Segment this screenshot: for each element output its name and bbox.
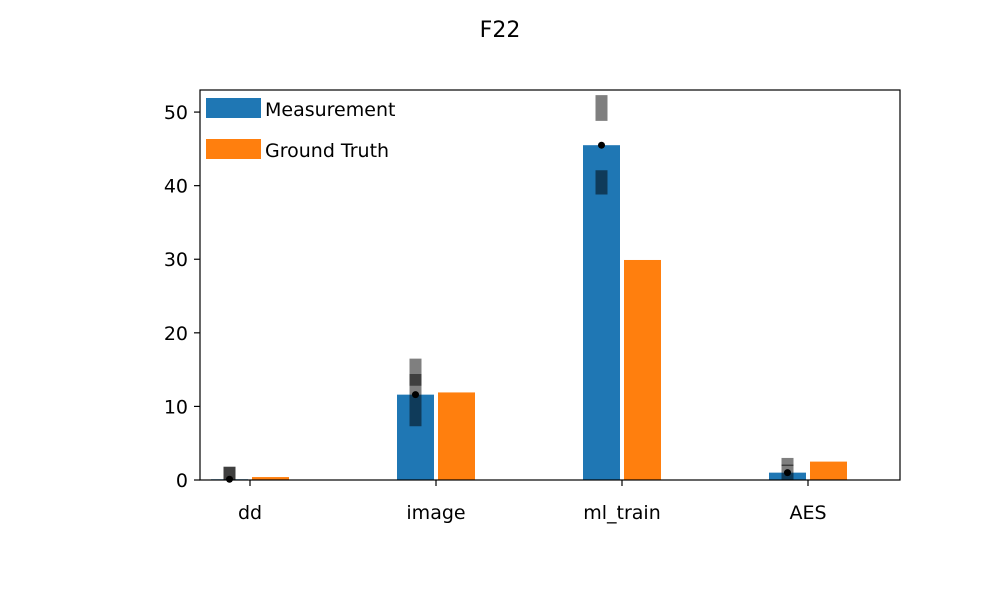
chart-title: F22 [480, 18, 521, 43]
x-tick-label-aes: AES [789, 502, 826, 524]
legend-label-ground-truth: Ground Truth [265, 140, 389, 162]
error-bars-layer [223, 95, 794, 483]
bar-ground-truth-ml-train [624, 259, 661, 480]
bar-ground-truth-image [438, 392, 475, 480]
y-tick-label-20: 20 [164, 323, 188, 345]
x-tick-label-image: image [406, 502, 465, 524]
error-bar-median-image [412, 391, 419, 399]
legend-label-measurement: Measurement [265, 99, 395, 121]
error-bar-median-dd [226, 475, 233, 483]
y-tick-label-10: 10 [164, 396, 188, 418]
bar-measurement-ml-train [583, 145, 620, 481]
y-tick-label-50: 50 [164, 102, 188, 124]
legend: Measurement Ground Truth [206, 98, 395, 162]
y-tick-label-0: 0 [176, 470, 188, 492]
bar-ground-truth-dd [252, 477, 289, 480]
plot-frame [199, 89, 901, 481]
y-tick-label-40: 40 [164, 176, 188, 198]
bars-layer [211, 145, 847, 481]
error-bar-median-ml-train [598, 141, 605, 149]
axes-layer: 0 10 20 30 40 50 dd image ml_train AES [164, 89, 901, 524]
legend-swatch-ground-truth [206, 139, 261, 159]
x-tick-label-ml-train: ml_train [583, 502, 661, 524]
error-bar-median-aes [784, 469, 791, 477]
legend-swatch-measurement [206, 98, 261, 118]
x-tick-label-dd: dd [238, 502, 262, 524]
y-tick-label-30: 30 [164, 249, 188, 271]
bar-ground-truth-aes [810, 461, 847, 480]
